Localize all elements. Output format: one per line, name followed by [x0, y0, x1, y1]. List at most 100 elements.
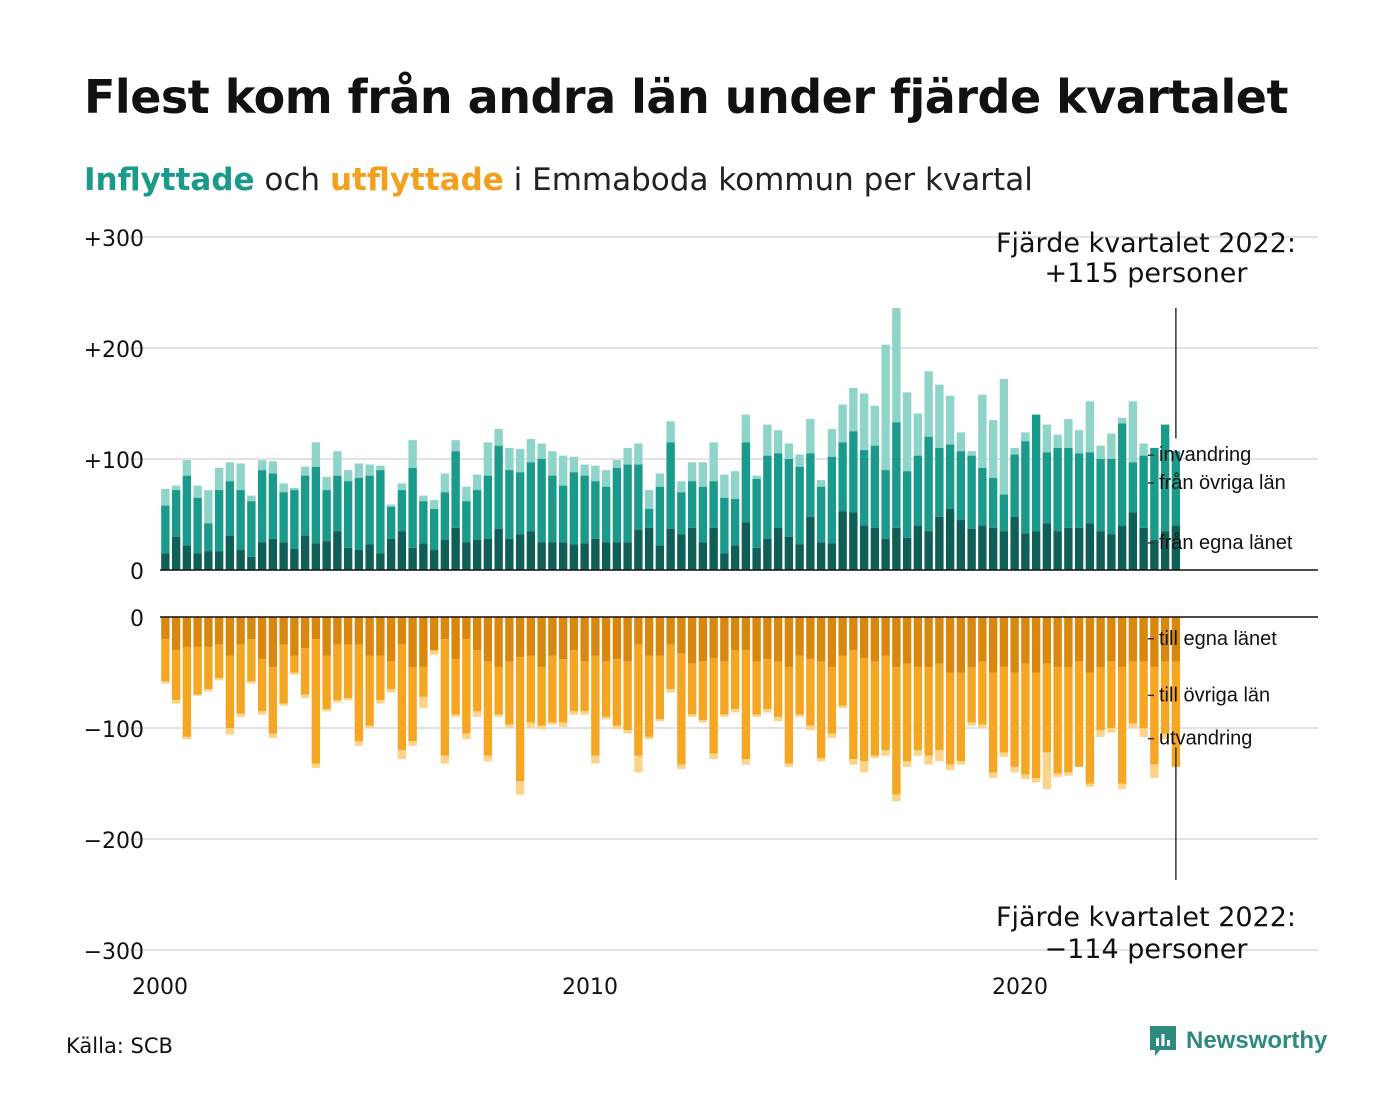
bar-in-immigration [279, 483, 288, 493]
bar-in-immigration [247, 495, 256, 502]
bar-in-immigration [343, 470, 353, 482]
bar-in-own-county [451, 527, 460, 570]
bar-in-own-county [687, 527, 697, 570]
bar-in-immigration [451, 440, 460, 452]
bar-in-other-county [1064, 447, 1073, 528]
bar-in-own-county [1010, 516, 1019, 570]
bar-out-own-county [655, 617, 665, 656]
bar-in-own-county [429, 550, 439, 570]
bar-out-other-county [1150, 666, 1159, 765]
bar-in-immigration [591, 465, 600, 482]
bar-out-own-county [193, 617, 202, 647]
bar-out-emigration [1021, 774, 1030, 780]
bar-out-own-county [816, 617, 826, 662]
bar-in-other-county [956, 451, 966, 521]
bar-in-own-county [978, 525, 987, 570]
bar-in-immigration [1074, 430, 1084, 454]
bar-in-immigration [849, 387, 858, 432]
bar-out-own-county [999, 617, 1009, 667]
bar-out-emigration [967, 722, 976, 726]
bar-in-other-county [268, 473, 278, 539]
bar-in-own-county [634, 530, 643, 570]
bar-in-other-county [1031, 414, 1041, 532]
bar-in-immigration [666, 421, 675, 443]
bar-out-other-county [1139, 661, 1148, 728]
bar-in-own-county [1053, 531, 1062, 570]
chart-title: Flest kom från andra län under fjärde kv… [84, 70, 1288, 124]
bar-in-immigration [816, 480, 826, 487]
bar-in-immigration [902, 392, 912, 472]
bar-in-own-county [1085, 523, 1095, 570]
bar-out-emigration [935, 750, 944, 762]
bar-in-own-county [225, 535, 235, 570]
bar-out-own-county [591, 617, 600, 656]
bar-in-immigration [1128, 401, 1138, 463]
bar-in-immigration [859, 393, 869, 451]
bar-in-own-county [1042, 523, 1052, 570]
bar-in-own-county [1117, 525, 1127, 570]
bar-in-immigration [795, 454, 804, 467]
bar-in-other-county [580, 475, 589, 544]
bar-out-emigration [429, 650, 439, 655]
bar-in-other-county [279, 492, 288, 543]
bar-out-emigration [698, 720, 708, 723]
bar-in-other-county [924, 436, 933, 532]
bar-out-emigration [161, 681, 170, 684]
bar-out-own-county [526, 617, 536, 656]
bar-in-other-county [225, 481, 235, 536]
bar-in-own-county [1064, 527, 1073, 570]
bar-out-own-county [1085, 617, 1095, 673]
bar-in-immigration [204, 490, 213, 524]
bar-in-other-county [171, 490, 181, 537]
bar-in-own-county [816, 542, 826, 570]
bar-out-own-county [795, 617, 804, 656]
bar-out-emigration [257, 711, 267, 715]
bar-out-other-county [902, 663, 912, 762]
bar-out-other-county [870, 661, 880, 756]
bar-in-immigration [311, 442, 321, 467]
bar-in-own-county [730, 545, 740, 570]
bar-in-own-county [892, 527, 901, 570]
bar-out-other-county [913, 666, 923, 751]
bar-in-own-county [376, 553, 385, 570]
bar-out-own-county [1150, 617, 1159, 667]
bar-out-other-county [666, 644, 675, 690]
bar-out-own-county [838, 617, 847, 656]
bar-out-emigration [247, 681, 256, 684]
bar-in-own-county [677, 534, 686, 570]
bar-in-other-county [1139, 455, 1148, 528]
bar-out-other-county [677, 653, 686, 765]
bar-out-own-county [257, 617, 267, 660]
bar-in-other-county [1074, 453, 1084, 528]
bar-in-other-county [214, 490, 224, 552]
bar-out-own-county [279, 617, 288, 645]
bar-in-other-county [988, 477, 998, 528]
bar-out-emigration [924, 755, 933, 765]
bar-in-own-county [913, 525, 923, 570]
bar-in-immigration [1010, 447, 1019, 455]
bar-in-own-county [870, 527, 880, 570]
bar-in-immigration [397, 483, 407, 491]
bar-in-immigration [268, 461, 278, 474]
bar-in-immigration [924, 371, 933, 437]
bar-out-own-county [784, 617, 794, 667]
bar-in-immigration [1139, 443, 1148, 456]
bar-out-own-county [698, 617, 708, 662]
bar-in-other-county [666, 442, 675, 529]
bar-out-emigration [634, 755, 643, 773]
bar-in-other-county [838, 442, 847, 512]
bar-out-other-county [558, 659, 568, 723]
bar-in-other-county [1096, 459, 1105, 532]
bar-in-other-county [709, 481, 718, 528]
bar-out-emigration [440, 755, 450, 764]
bar-out-own-county [569, 617, 579, 651]
series-label-in: invandring [1159, 444, 1251, 466]
bar-in-immigration [967, 451, 976, 456]
bar-in-own-county [365, 544, 374, 570]
bar-out-other-county [655, 655, 665, 720]
bar-in-other-county [290, 490, 299, 549]
bar-out-other-county [623, 661, 632, 731]
bar-in-other-county [558, 485, 568, 543]
bar-out-own-county [1042, 617, 1052, 664]
bar-out-other-county [515, 656, 525, 782]
